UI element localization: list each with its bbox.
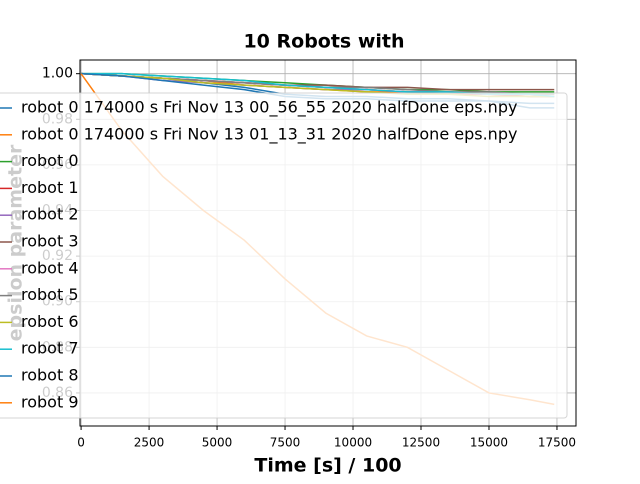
legend-box	[0, 92, 568, 419]
legend-label: robot 2	[21, 205, 79, 224]
x-tick-label: 12500	[402, 436, 440, 450]
legend-label: robot 7	[21, 339, 79, 358]
legend-label: robot 0 174000 s Fri Nov 13 00_56_55 202…	[21, 98, 517, 118]
x-tick-label: 17500	[538, 436, 576, 450]
x-tick-label: 2500	[134, 436, 165, 450]
x-tick-label: 15000	[470, 436, 508, 450]
legend-label: robot 6	[21, 312, 79, 331]
legend-label: robot 5	[21, 285, 79, 304]
y-tick-label: 1.00	[42, 66, 73, 82]
x-tick-label: 5000	[202, 436, 233, 450]
legend-label: robot 0 174000 s Fri Nov 13 01_13_31 202…	[21, 124, 517, 144]
legend-label: robot 8	[21, 366, 79, 385]
legend-label: robot 1	[21, 178, 79, 197]
x-tick-label: 0	[77, 436, 85, 450]
legend: robot 0 174000 s Fri Nov 13 00_56_55 202…	[0, 92, 568, 419]
legend-label: robot 9	[21, 392, 79, 411]
legend-label: robot 0	[21, 151, 79, 170]
chart-title: 10 Robots with	[243, 31, 404, 53]
x-tick-label: 10000	[334, 436, 372, 450]
legend-label: robot 3	[21, 232, 79, 251]
x-axis-label: Time [s] / 100	[254, 455, 401, 477]
legend-label: robot 4	[21, 258, 79, 277]
x-tick-label: 7500	[270, 436, 301, 450]
